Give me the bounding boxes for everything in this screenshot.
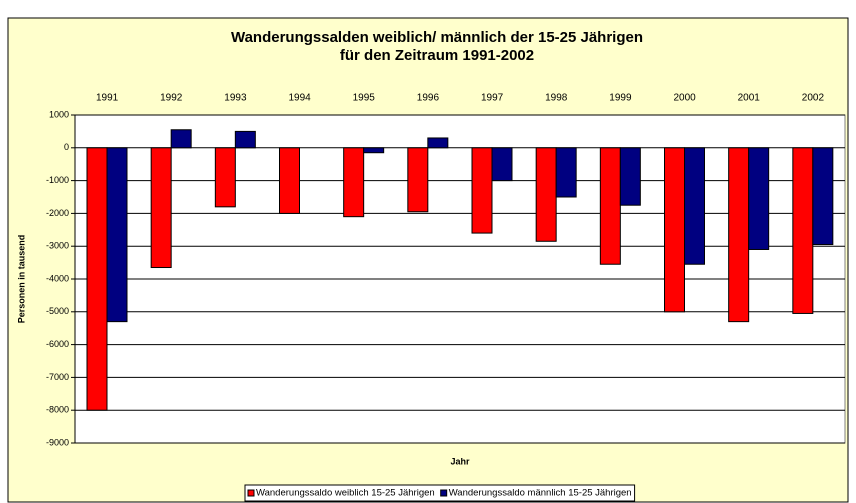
y-tick-label: -8000 [46, 405, 69, 415]
y-axis-label: Personen in tausend [16, 235, 26, 324]
x-tick-label: 1999 [609, 93, 632, 104]
bar [535, 147, 557, 242]
y-tick-label: -6000 [46, 339, 69, 349]
x-tick-label: 1996 [417, 93, 440, 104]
chart-title: für den Zeitraum 1991-2002 [340, 47, 534, 64]
legend-item: Wanderungssaldo weiblich 15-25 Jährigen [247, 488, 435, 499]
bar [555, 147, 577, 198]
bar [471, 147, 493, 234]
bar [664, 147, 685, 313]
y-tick-label: -9000 [46, 437, 69, 447]
x-tick-label: 1994 [288, 93, 311, 104]
legend-box [244, 484, 636, 502]
bar [748, 147, 770, 250]
legend-label: Wanderungssaldo weiblich 15-25 Jährigen [256, 488, 435, 499]
y-tick-label: 0 [64, 142, 69, 152]
y-tick-label: -7000 [46, 372, 69, 382]
bar [407, 147, 429, 213]
y-tick-label: -2000 [46, 208, 69, 218]
legend-swatch [440, 489, 448, 497]
legend-label: Wanderungssaldo männlich 15-25 Jährigen [449, 488, 632, 499]
bar [728, 147, 750, 323]
bar [812, 147, 834, 246]
bar [343, 147, 365, 218]
y-tick-label: -4000 [46, 273, 69, 283]
y-tick-label: 1000 [49, 109, 69, 119]
bar [684, 147, 705, 265]
bar [106, 147, 128, 323]
bar [86, 147, 108, 411]
bar [363, 147, 385, 154]
x-tick-label: 1993 [224, 93, 247, 104]
legend-item: Wanderungssaldo männlich 15-25 Jährigen [440, 488, 632, 499]
bar [150, 147, 172, 269]
bar [619, 147, 641, 206]
x-tick-label: 2000 [673, 93, 696, 104]
legend-swatch [247, 489, 255, 497]
y-tick-label: -3000 [46, 241, 69, 251]
bar [427, 137, 449, 149]
y-tick-label: -1000 [46, 175, 69, 185]
x-tick-label: 2001 [738, 93, 761, 104]
chart-title: Wanderungssalden weiblich/ männlich der … [231, 29, 643, 46]
x-tick-label: 1992 [160, 93, 183, 104]
x-tick-label: 1997 [481, 93, 504, 104]
bar [792, 147, 814, 314]
bar [279, 147, 300, 214]
x-tick-label: 2002 [802, 93, 825, 104]
bar [491, 147, 513, 182]
bar [599, 147, 621, 265]
bar [234, 130, 256, 149]
bar [170, 129, 192, 149]
x-tick-label: 1998 [545, 93, 568, 104]
bar [214, 147, 236, 208]
x-axis-label: Jahr [450, 456, 470, 466]
x-tick-label: 1995 [353, 93, 376, 104]
legend: Wanderungssaldo weiblich 15-25 Jährigen W… [244, 484, 636, 502]
x-tick-label: 1991 [96, 93, 119, 104]
y-tick-label: -5000 [46, 306, 69, 316]
